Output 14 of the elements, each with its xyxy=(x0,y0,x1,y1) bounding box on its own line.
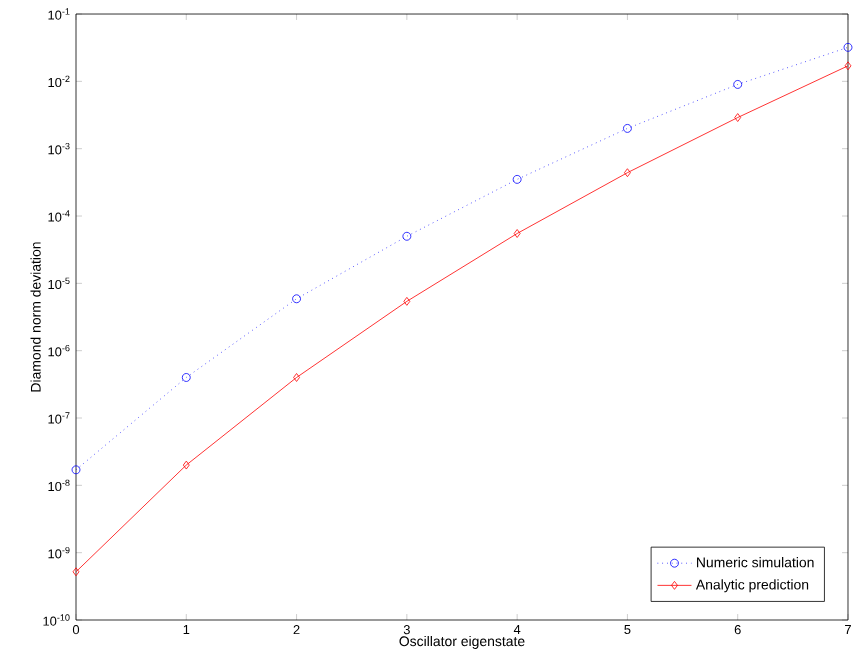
point xyxy=(733,80,743,89)
point xyxy=(292,294,301,304)
point xyxy=(293,373,300,382)
point xyxy=(182,460,190,470)
point xyxy=(512,175,522,184)
point xyxy=(624,168,631,178)
point xyxy=(71,465,81,475)
point xyxy=(734,113,742,122)
point xyxy=(513,229,521,238)
point xyxy=(403,296,411,306)
point xyxy=(843,42,853,52)
point xyxy=(402,231,412,241)
point xyxy=(623,124,632,133)
point xyxy=(181,373,191,382)
